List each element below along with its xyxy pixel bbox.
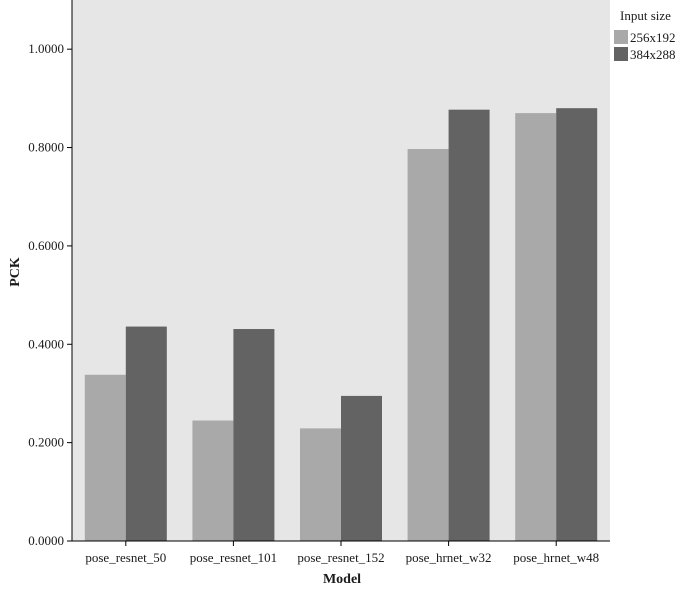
bar-256x192-pose_resnet_101	[192, 420, 234, 541]
x-tick-label: pose_hrnet_w48	[513, 550, 599, 565]
bar-256x192-pose_resnet_152	[300, 428, 341, 541]
bar-384x288-pose_resnet_50	[125, 326, 167, 541]
y-tick-label: 0.0000	[28, 533, 64, 548]
y-ticks-group: 0.0000 0.2000 0.4000 0.6000 0.8000 1.0000	[28, 41, 72, 548]
y-axis-title: PCK	[8, 257, 23, 287]
x-tick-label: pose_hrnet_w32	[406, 550, 492, 565]
x-tick-label: pose_resnet_50	[85, 550, 166, 565]
bar-256x192-pose_resnet_50	[84, 374, 126, 541]
legend-swatch	[614, 47, 628, 61]
bar-384x288-pose_hrnet_w48	[556, 108, 598, 541]
x-ticks-group: pose_resnet_50 pose_resnet_101 pose_resnet…	[85, 541, 599, 565]
y-tick-label: 0.2000	[28, 435, 64, 450]
y-tick-label: 0.4000	[28, 336, 64, 351]
legend-label: 384x288	[630, 47, 676, 62]
bar-384x288-pose_resnet_101	[233, 329, 275, 541]
bar-256x192-pose_hrnet_w32	[407, 149, 449, 541]
legend-title: Input size	[620, 8, 671, 23]
x-axis-title: Model	[323, 572, 361, 587]
x-tick-label: pose_resnet_152	[297, 550, 384, 565]
y-tick-label: 0.8000	[28, 140, 64, 155]
y-tick-label: 0.6000	[28, 238, 64, 253]
legend: Input size 256x192 384x288	[614, 8, 676, 62]
legend-label: 256x192	[630, 30, 676, 45]
x-tick-label: pose_resnet_101	[190, 550, 277, 565]
bar-384x288-pose_resnet_152	[341, 395, 382, 541]
bars-group	[84, 108, 598, 542]
y-tick-label: 1.0000	[28, 41, 64, 56]
legend-swatch	[614, 30, 628, 44]
bar-256x192-pose_hrnet_w48	[515, 113, 557, 542]
bar-384x288-pose_hrnet_w32	[448, 109, 490, 542]
